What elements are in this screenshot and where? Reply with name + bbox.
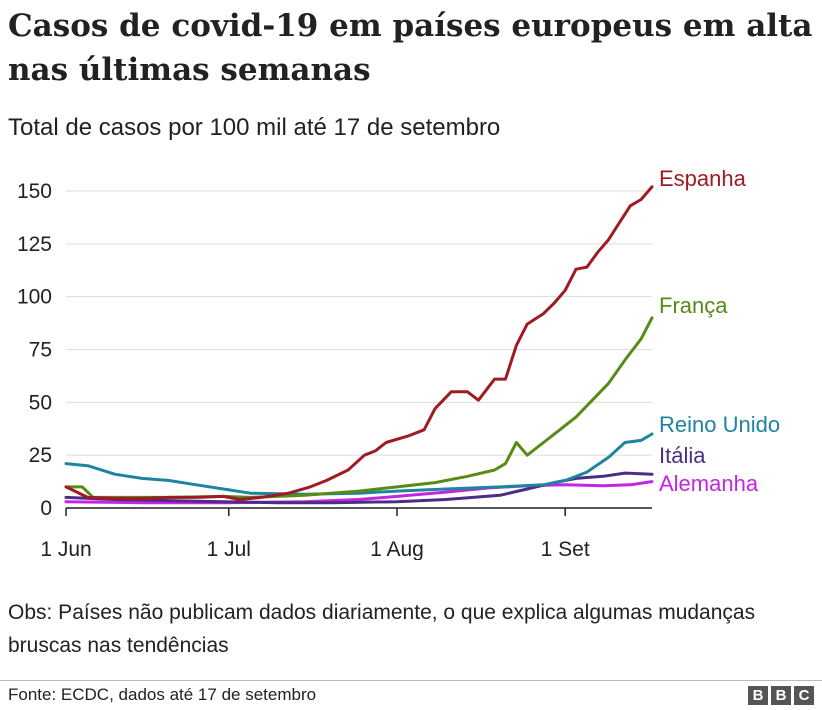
y-tick-label: 100 bbox=[17, 286, 52, 309]
source-text: Fonte: ECDC, dados até 17 de setembro bbox=[8, 685, 317, 704]
series-line bbox=[64, 185, 654, 501]
x-tick-label: 1 Jul bbox=[207, 538, 251, 560]
series-label: Reino Unido bbox=[659, 412, 780, 437]
series-label: Espanha bbox=[659, 166, 747, 191]
x-tick-label: 1 Aug bbox=[370, 538, 424, 560]
logo-letter: C bbox=[794, 686, 814, 705]
series-lines bbox=[64, 185, 654, 505]
y-tick-label: 75 bbox=[29, 339, 52, 362]
series-label: França bbox=[659, 293, 728, 318]
y-tick-label: 150 bbox=[17, 180, 52, 203]
line-chart: 0 25 50 75 100 125 150 1 Jun 1 Jul 1 Aug 1 Set Esp… bbox=[17, 166, 780, 560]
bbc-logo: B B C bbox=[748, 686, 814, 705]
y-tick-label: 25 bbox=[29, 444, 52, 467]
series-line bbox=[64, 432, 654, 496]
logo-letter: B bbox=[771, 686, 791, 705]
series-line bbox=[64, 471, 654, 505]
axes: 0 25 50 75 100 125 150 1 Jun 1 Jul 1 Aug 1 Set bbox=[17, 180, 652, 560]
chart-title: Casos de covid-19 em países europeus em … bbox=[8, 8, 813, 88]
series-labels: Espanha França Reino Unido Itália Alemanha bbox=[659, 166, 780, 496]
logo-letter: B bbox=[748, 686, 768, 705]
y-tick-label: 50 bbox=[29, 391, 52, 414]
y-tick-label: 125 bbox=[17, 233, 52, 256]
series-label: Itália bbox=[659, 443, 706, 468]
x-tick-label: 1 Jun bbox=[40, 538, 91, 560]
series-label: Alemanha bbox=[659, 471, 759, 496]
x-tick-label: 1 Set bbox=[541, 538, 590, 560]
series-line bbox=[64, 316, 654, 499]
chart-note: Obs: Países não publicam dados diariamen… bbox=[8, 601, 756, 657]
footer-divider bbox=[0, 680, 822, 681]
chart-subtitle: Total de casos por 100 mil até 17 de set… bbox=[8, 114, 501, 141]
grid-lines bbox=[66, 190, 652, 456]
y-tick-label: 0 bbox=[40, 497, 52, 520]
